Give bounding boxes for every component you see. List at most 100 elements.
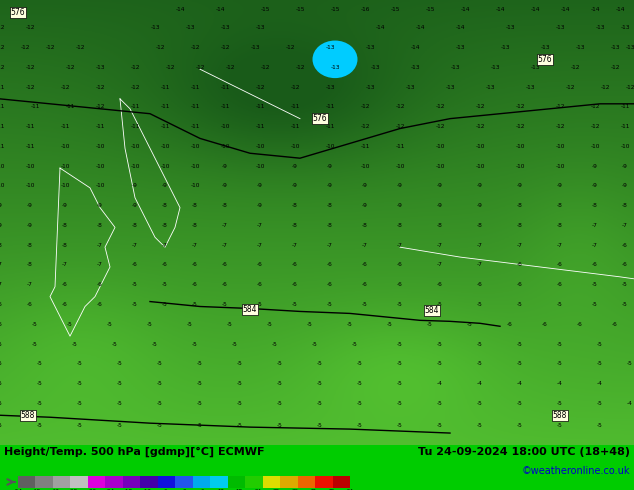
Text: -14: -14 <box>375 25 385 30</box>
Text: -8: -8 <box>362 223 368 228</box>
Text: -11: -11 <box>25 144 35 149</box>
Text: -8: -8 <box>132 223 138 228</box>
Text: -5: -5 <box>357 401 363 406</box>
Text: -14: -14 <box>455 25 465 30</box>
Text: -5: -5 <box>192 342 198 346</box>
Text: -5: -5 <box>517 423 523 428</box>
Text: -5: -5 <box>237 381 243 386</box>
Text: -7: -7 <box>557 243 563 248</box>
Text: -14: -14 <box>495 7 505 12</box>
Text: -12: -12 <box>515 124 525 129</box>
Text: -10: -10 <box>95 144 105 149</box>
Text: -13: -13 <box>256 25 265 30</box>
Text: -7: -7 <box>477 263 483 268</box>
Text: -8: -8 <box>27 243 33 248</box>
Text: -12: -12 <box>555 104 565 109</box>
Text: -13: -13 <box>95 65 105 70</box>
Text: -7: -7 <box>192 243 198 248</box>
Text: -12: -12 <box>570 65 579 70</box>
Text: -12: -12 <box>155 45 165 50</box>
Text: -8: -8 <box>162 223 168 228</box>
Text: -6: -6 <box>222 263 228 268</box>
Text: -5: -5 <box>157 381 163 386</box>
Text: -8: -8 <box>622 203 628 208</box>
Text: -8: -8 <box>397 223 403 228</box>
Text: -10: -10 <box>130 144 139 149</box>
Text: -5: -5 <box>347 322 353 327</box>
Text: ©weatheronline.co.uk: ©weatheronline.co.uk <box>522 466 630 476</box>
Text: -10: -10 <box>220 124 230 129</box>
Text: -10: -10 <box>515 164 525 169</box>
Text: -6: -6 <box>192 263 198 268</box>
Text: -5: -5 <box>117 401 123 406</box>
Text: 18: 18 <box>236 489 243 490</box>
Text: -5: -5 <box>72 342 78 346</box>
Text: -11: -11 <box>190 84 200 90</box>
Text: -6: -6 <box>292 263 298 268</box>
Text: -14: -14 <box>530 7 540 12</box>
Text: -5: -5 <box>597 361 603 367</box>
Text: -5: -5 <box>117 361 123 367</box>
Text: -6: -6 <box>62 302 68 307</box>
Text: -5: -5 <box>467 322 473 327</box>
Text: -30: -30 <box>87 489 96 490</box>
Text: -5: -5 <box>237 361 243 367</box>
Text: -12: -12 <box>436 104 444 109</box>
Text: -8: -8 <box>222 203 228 208</box>
Text: 576: 576 <box>313 114 327 123</box>
Text: -5: -5 <box>627 361 633 367</box>
Text: -9: -9 <box>397 203 403 208</box>
Text: -11: -11 <box>30 104 40 109</box>
Text: -13: -13 <box>555 25 565 30</box>
Text: -5: -5 <box>37 423 43 428</box>
Text: -6: -6 <box>163 489 168 490</box>
Text: -5: -5 <box>597 342 603 346</box>
Text: -14: -14 <box>560 7 570 12</box>
Text: -9: -9 <box>437 203 443 208</box>
Text: -5: -5 <box>357 381 363 386</box>
Text: -5: -5 <box>132 302 138 307</box>
Text: -14: -14 <box>615 7 624 12</box>
Text: -13: -13 <box>365 45 375 50</box>
Text: -13: -13 <box>410 65 420 70</box>
Text: -6: -6 <box>362 263 368 268</box>
Text: -13: -13 <box>150 25 160 30</box>
Text: -8: -8 <box>327 203 333 208</box>
Text: -9: -9 <box>162 183 168 188</box>
Text: -10: -10 <box>620 144 630 149</box>
Text: -12: -12 <box>436 124 444 129</box>
Text: -14: -14 <box>216 7 224 12</box>
Text: -12: -12 <box>625 84 634 90</box>
Text: -12: -12 <box>0 65 4 70</box>
Text: -11: -11 <box>325 104 335 109</box>
Text: -6: -6 <box>612 322 618 327</box>
Text: -9: -9 <box>622 183 628 188</box>
Text: -5: -5 <box>317 423 323 428</box>
Text: -5: -5 <box>437 361 443 367</box>
Text: -5: -5 <box>157 423 163 428</box>
Bar <box>123 476 140 488</box>
Text: -10: -10 <box>290 144 300 149</box>
Text: -5: -5 <box>0 342 3 346</box>
Text: -15: -15 <box>295 7 305 12</box>
Text: -5: -5 <box>557 423 563 428</box>
Text: -6: -6 <box>292 282 298 287</box>
Text: -5: -5 <box>37 361 43 367</box>
Text: -10: -10 <box>160 164 170 169</box>
Text: -12: -12 <box>143 489 152 490</box>
Text: -5: -5 <box>292 302 298 307</box>
Text: -5: -5 <box>187 322 193 327</box>
Text: -5: -5 <box>517 342 523 346</box>
Text: -12: -12 <box>190 45 200 50</box>
Text: -4: -4 <box>477 381 483 386</box>
Text: -6: -6 <box>397 263 403 268</box>
Text: 0: 0 <box>182 489 186 490</box>
Text: -12: -12 <box>25 65 35 70</box>
Text: -6: -6 <box>557 282 563 287</box>
Text: -13: -13 <box>455 45 465 50</box>
Text: -12: -12 <box>555 124 565 129</box>
Text: -10: -10 <box>60 183 70 188</box>
Text: -11: -11 <box>65 104 75 109</box>
Text: -7: -7 <box>97 263 103 268</box>
Text: -12: -12 <box>600 84 610 90</box>
